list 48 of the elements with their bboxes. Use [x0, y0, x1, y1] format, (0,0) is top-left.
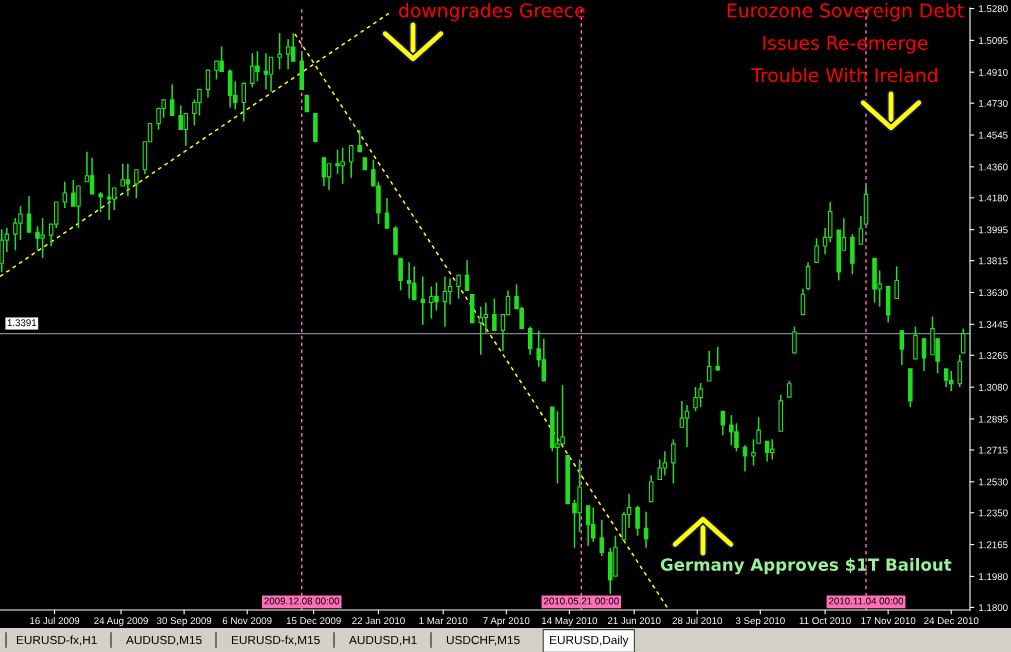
- text: EURUSD-fx,M15: [231, 635, 320, 646]
- y-tick-label: 1.3815: [979, 257, 1008, 265]
- y-tick-label: 1.3995: [979, 226, 1008, 234]
- x-tick-label: 15 Dec 2009: [286, 617, 341, 625]
- y-tick-label: 1.5095: [979, 37, 1008, 44]
- y-tick-label: 1.2895: [979, 415, 1008, 423]
- x-tick-label: 11 Oct 2010: [799, 617, 851, 625]
- y-tick-label: 1.2715: [979, 446, 1008, 454]
- ref-line-label: 2009.12.08 00:00: [264, 597, 340, 605]
- ref-line-label: 2010.11.04 00:00: [829, 597, 904, 605]
- y-tick-label: 1.3080: [979, 383, 1008, 391]
- ref-line-label: 2010.05.21 00:00: [543, 597, 619, 605]
- x-tick-label: 28 Jul 2010: [672, 616, 722, 625]
- x-tick-label: 3 Sep 2010: [735, 617, 785, 627]
- ref-line-label: 1.3391: [7, 319, 37, 327]
- annotation: downgrades Greece: [399, 3, 585, 22]
- y-tick-label: 1.2530: [979, 478, 1008, 486]
- y-tick-label: 1.4360: [979, 163, 1008, 171]
- y-tick-label: 1.4545: [979, 131, 1008, 139]
- x-tick-label: 21 Jun 2010: [607, 617, 661, 625]
- text: EURUSD-fx,H1: [16, 635, 97, 646]
- y-tick-label: 1.1800: [979, 604, 1008, 612]
- y-tick-label: 1.5280: [979, 5, 1008, 13]
- y-tick-label: 1.3445: [979, 321, 1008, 328]
- x-tick-label: 30 Sep 2009: [156, 617, 212, 627]
- x-tick-label: 24 Dec 2010: [924, 617, 979, 625]
- y-tick-label: 1.3265: [979, 352, 1008, 359]
- text: AUDUSD,H1: [349, 635, 417, 646]
- x-tick-label: 14 May 2010: [542, 617, 598, 627]
- text: EURUSD,Daily: [550, 635, 629, 647]
- x-tick-label: 17 Nov 2010: [861, 617, 916, 625]
- y-tick-label: 1.3630: [979, 289, 1008, 297]
- y-tick-label: 1.2165: [979, 541, 1008, 549]
- y-tick-label: 1.4910: [979, 68, 1008, 76]
- annotation: Eurozone Sovereign Debt Issues Re-emerge Trouble With Ireland: [727, 3, 964, 83]
- x-tick-label: 7 Apr 2010: [483, 617, 530, 627]
- x-tick-label: 6 Nov 2009: [222, 617, 272, 625]
- text: USDCHF,M15: [446, 635, 520, 646]
- x-tick-label: 16 Jul 2009: [30, 616, 80, 625]
- y-tick-label: 1.2350: [979, 509, 1008, 517]
- y-tick-label: 1.4730: [979, 99, 1008, 107]
- x-tick-label: 22 Jan 2010: [352, 617, 405, 625]
- annotation: Germany Approves $1T Bailout: [660, 558, 952, 575]
- text: AUDUSD,M15: [126, 635, 202, 646]
- x-tick-label: 24 Aug 2009: [94, 617, 148, 627]
- y-tick-label: 1.1980: [979, 573, 1008, 581]
- x-tick-label: 1 Mar 2010: [419, 617, 468, 625]
- y-tick-label: 1.4180: [979, 194, 1008, 202]
